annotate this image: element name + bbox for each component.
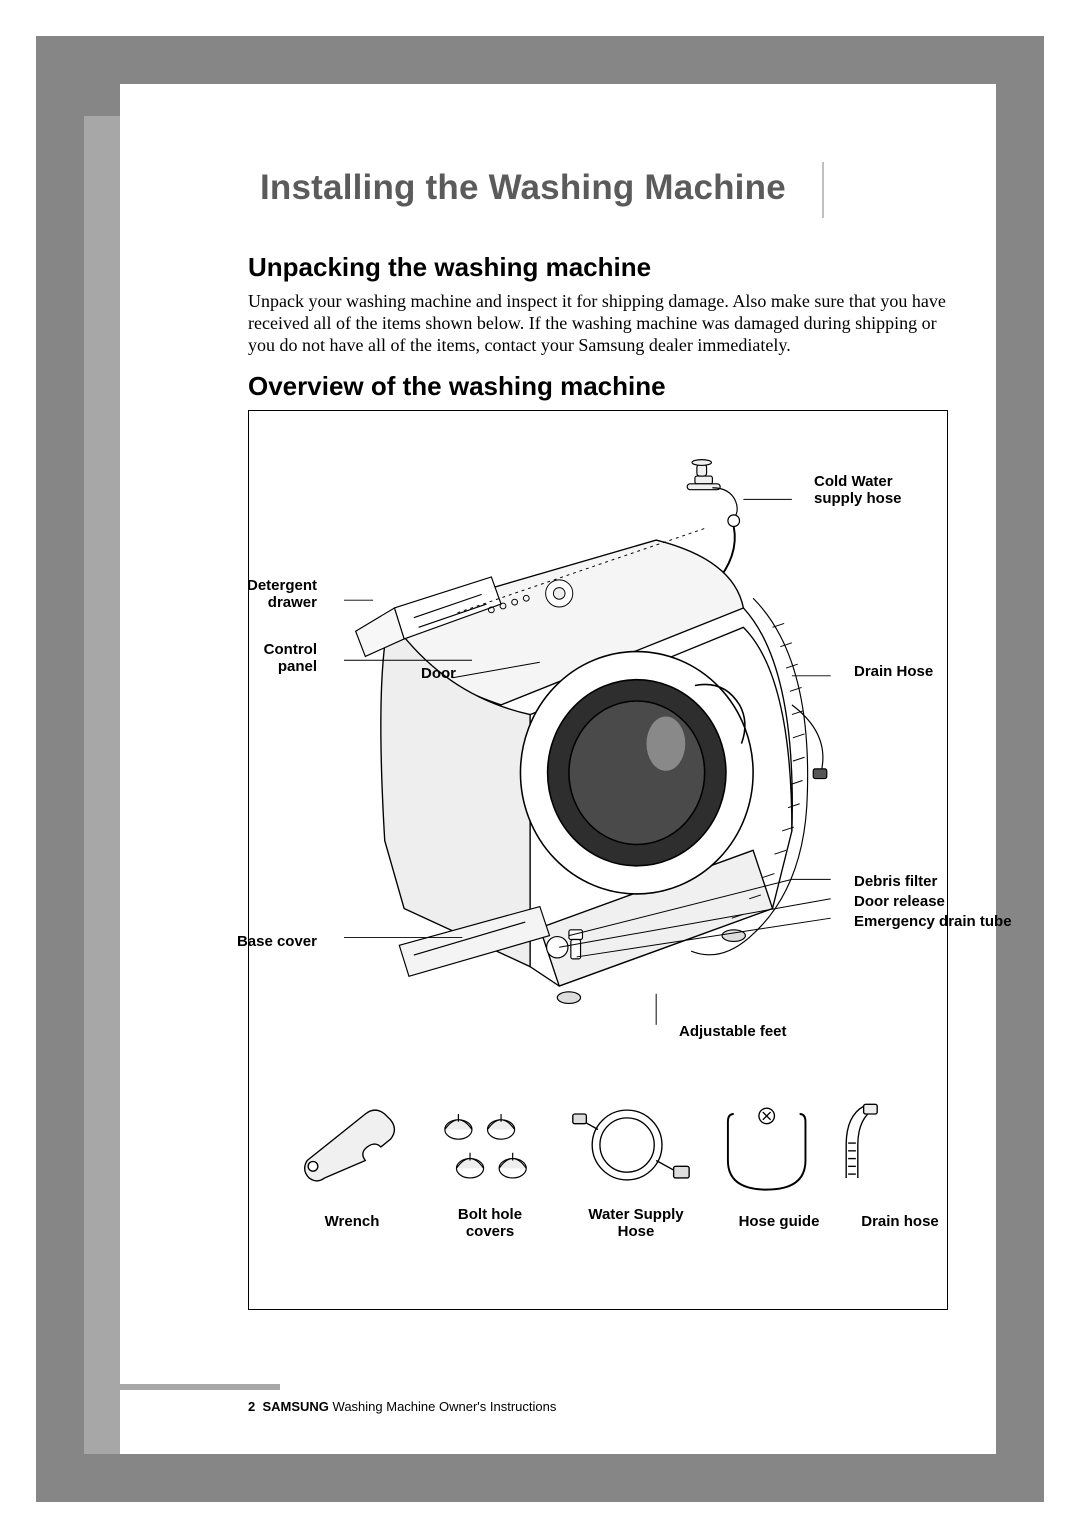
body-unpacking: Unpack your washing machine and inspect … xyxy=(248,291,948,357)
side-tab xyxy=(84,116,120,1454)
caption-water: Water SupplyHose xyxy=(571,1206,701,1241)
label-door: Door xyxy=(421,665,456,682)
label-debris: Debris filter xyxy=(854,873,937,890)
footer-rule xyxy=(120,1384,948,1390)
label-cold-water: Cold Watersupply hose xyxy=(814,473,902,508)
heading-unpacking: Unpacking the washing machine xyxy=(248,252,948,283)
label-adjustable: Adjustable feet xyxy=(679,1023,787,1040)
caption-guide: Hose guide xyxy=(719,1213,839,1230)
label-emergency: Emergency drain tube xyxy=(854,913,1012,930)
footer-bar xyxy=(120,1384,280,1390)
content-block: Unpacking the washing machine Unpack you… xyxy=(248,252,948,1310)
page-area: Installing the Washing Machine Unpacking… xyxy=(120,84,996,1454)
label-drain-hose: Drain Hose xyxy=(854,663,933,680)
footer-tail: Washing Machine Owner's Instructions xyxy=(329,1399,556,1414)
washing-machine-diagram xyxy=(249,411,947,1309)
outer-frame: Installing the Washing Machine Unpacking… xyxy=(36,36,1044,1502)
footer-text: 2 SAMSUNG Washing Machine Owner's Instru… xyxy=(248,1399,556,1414)
label-door-release: Door release xyxy=(854,893,945,910)
brand: SAMSUNG xyxy=(262,1399,328,1414)
caption-bolt: Bolt holecovers xyxy=(435,1206,545,1241)
caption-drain: Drain hose xyxy=(845,1213,955,1230)
label-base-cover: Base cover xyxy=(237,933,317,950)
page-title: Installing the Washing Machine xyxy=(260,168,810,208)
label-control-panel: Controlpanel xyxy=(264,641,317,676)
overview-figure: Cold Watersupply hose Detergentdrawer Co… xyxy=(248,410,948,1310)
title-bar: Installing the Washing Machine xyxy=(248,162,824,218)
page-number: 2 xyxy=(248,1399,255,1414)
caption-wrench: Wrench xyxy=(297,1213,407,1230)
label-detergent: Detergentdrawer xyxy=(247,577,317,612)
heading-overview: Overview of the washing machine xyxy=(248,371,948,402)
